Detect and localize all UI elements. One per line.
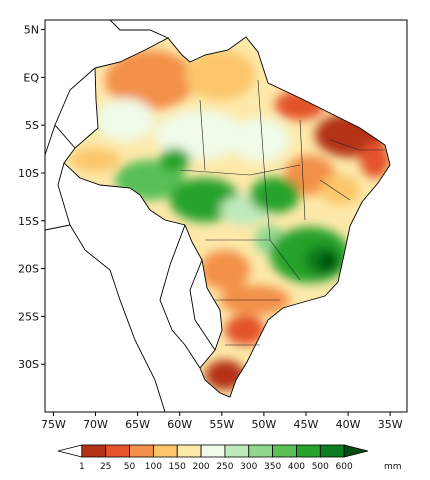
legend-high-triangle (343, 444, 369, 458)
legend-label: 1 (79, 462, 85, 472)
state-borders (179, 79, 385, 346)
legend-swatch (272, 444, 297, 458)
lat-tick-label: 15S (18, 215, 39, 228)
legend-swatch (176, 444, 202, 458)
lon-tick-label: 75W (41, 418, 66, 431)
lat-tick-label: EQ (23, 71, 39, 84)
lon-tick-label: 40W (336, 418, 361, 431)
legend-swatch (224, 444, 250, 458)
lon-tick-label: 70W (83, 418, 108, 431)
lat-tick-label: 5N (24, 24, 39, 37)
legend-low-triangle (57, 444, 83, 458)
legend-label: 350 (264, 462, 281, 472)
lon-tick-label: 55W (209, 418, 234, 431)
legend-swatch (105, 444, 130, 458)
legend-label: 500 (312, 462, 329, 472)
lon-tick-label: 45W (294, 418, 319, 431)
legend-swatch (152, 444, 178, 458)
legend-label: 100 (145, 462, 162, 472)
legend-swatch (296, 444, 321, 458)
lon-tick-label: 60W (167, 418, 192, 431)
legend-label: 400 (288, 462, 305, 472)
lat-tick-label: 10S (18, 167, 39, 180)
lat-tick-label: 30S (18, 358, 39, 371)
legend-label: 200 (192, 462, 209, 472)
longitude-axis: 75W 70W 65W 60W 55W 50W 45W 40W 35W (41, 412, 403, 431)
lon-tick-label: 65W (125, 418, 150, 431)
legend-label: 250 (216, 462, 233, 472)
lon-tick-label: 50W (251, 418, 276, 431)
lat-tick-label: 5S (25, 119, 39, 132)
legend-swatch (319, 444, 345, 458)
legend-label: 50 (124, 462, 136, 472)
legend-unit: mm (384, 462, 402, 472)
latitude-axis: 5N EQ 5S 10S 15S 20S 25S 30S (18, 24, 45, 371)
legend-label: 300 (240, 462, 257, 472)
lon-tick-label: 35W (378, 418, 403, 431)
legend-label: 25 (100, 462, 111, 472)
legend-swatch (248, 444, 274, 458)
color-legend: 1 25 50 100 150 200 250 300 350 400 500 600 mm (57, 444, 402, 472)
legend-swatch (81, 444, 107, 458)
lat-tick-label: 20S (18, 263, 39, 276)
lat-tick-label: 25S (18, 310, 39, 323)
country-borders (45, 20, 391, 412)
legend-label: 150 (169, 462, 186, 472)
legend-swatch (129, 444, 154, 458)
legend-swatch (200, 444, 226, 458)
legend-label: 600 (336, 462, 353, 472)
